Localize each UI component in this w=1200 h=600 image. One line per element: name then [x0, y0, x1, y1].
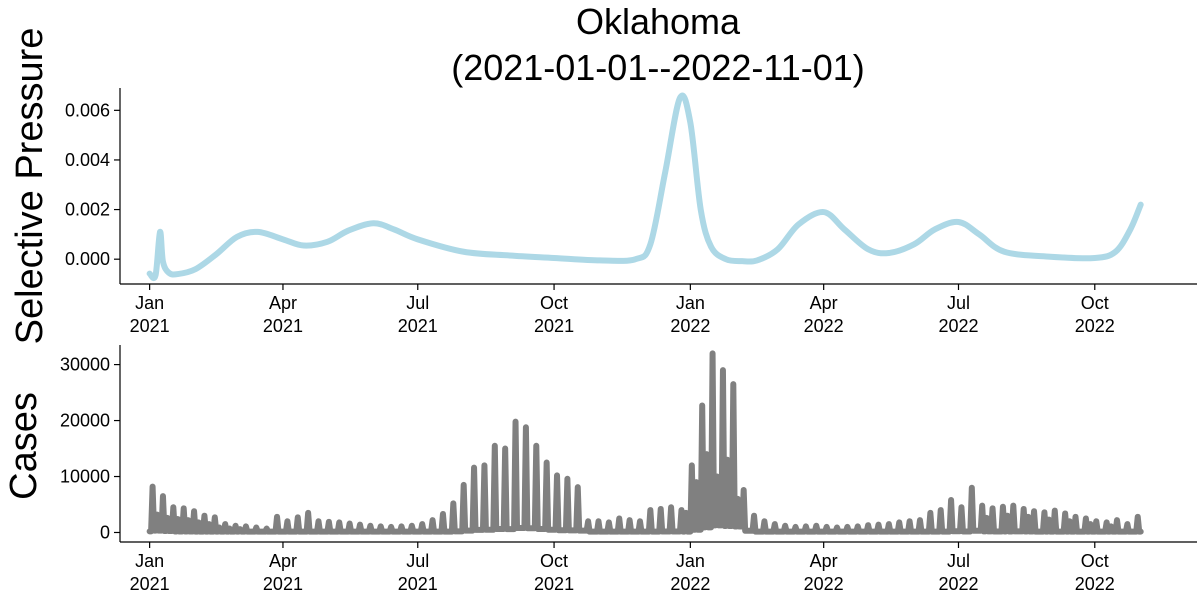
x-tick-year: 2022	[804, 574, 844, 594]
top-y-ticks: 0.000 0.002 0.004 0.006	[65, 100, 120, 269]
cases-line	[146, 350, 1144, 535]
title-line-1: Oklahoma	[576, 1, 741, 42]
cases-series	[146, 350, 1144, 535]
x-tick-month: Jul	[406, 293, 429, 313]
x-tick-month: Jan	[676, 551, 705, 571]
y-tick-label: 20000	[60, 411, 110, 431]
chart-title: Oklahoma (2021-01-01--2022-11-01)	[451, 1, 865, 88]
x-tick-year: 2022	[938, 316, 978, 336]
x-tick-year: 2021	[263, 574, 303, 594]
x-tick-year: 2021	[534, 316, 574, 336]
x-tick-year: 2021	[534, 574, 574, 594]
x-tick-year: 2022	[938, 574, 978, 594]
bottom-x-ticks: Jan 2021 Apr 2021 Jul 2021 Oct 2021 Jan 2022 Apr 20…	[130, 542, 1115, 594]
x-tick-year: 2021	[130, 316, 170, 336]
x-tick-year: 2022	[670, 316, 710, 336]
x-tick-month: Jan	[135, 293, 164, 313]
x-tick-month: Oct	[1081, 551, 1109, 571]
selective-pressure-series	[146, 92, 1144, 282]
bottom-y-ticks: 0 10000 20000 30000	[60, 355, 120, 542]
x-tick-year: 2022	[804, 316, 844, 336]
y-tick-label: 0.000	[65, 249, 110, 269]
y-tick-label: 0.002	[65, 200, 110, 220]
x-tick-month: Oct	[1081, 293, 1109, 313]
x-tick-month: Oct	[540, 551, 568, 571]
x-tick-year: 2022	[1075, 316, 1115, 336]
x-tick-month: Jul	[947, 551, 970, 571]
top-y-axis-label: Selective Pressure	[9, 28, 51, 345]
x-tick-month: Apr	[810, 551, 838, 571]
bottom-y-axis-label: Cases	[3, 392, 45, 500]
x-tick-year: 2021	[398, 574, 438, 594]
y-tick-label: 0.004	[65, 150, 110, 170]
y-tick-label: 30000	[60, 355, 110, 375]
x-tick-year: 2022	[1075, 574, 1115, 594]
y-tick-label: 0	[100, 522, 110, 542]
x-tick-month: Oct	[540, 293, 568, 313]
x-tick-month: Jul	[947, 293, 970, 313]
x-tick-month: Jan	[135, 551, 164, 571]
x-tick-year: 2021	[263, 316, 303, 336]
selective-pressure-line	[146, 92, 1144, 282]
x-tick-year: 2022	[670, 574, 710, 594]
selective-pressure-panel: Selective Pressure 0.0000.0020.0040.006 …	[9, 28, 1197, 345]
title-line-2: (2021-01-01--2022-11-01)	[451, 47, 865, 88]
y-tick-label: 10000	[60, 467, 110, 487]
x-tick-month: Jul	[406, 551, 429, 571]
x-tick-month: Apr	[269, 551, 297, 571]
x-tick-year: 2021	[130, 574, 170, 594]
x-tick-year: 2021	[398, 316, 438, 336]
x-tick-month: Apr	[269, 293, 297, 313]
y-tick-label: 0.006	[65, 100, 110, 120]
top-x-ticks: Jan 2021 Apr 2021 Jul 2021 Oct 2021 Jan 2022 Apr 20…	[130, 284, 1115, 336]
x-tick-month: Jan	[676, 293, 705, 313]
x-tick-month: Apr	[810, 293, 838, 313]
cases-panel: Cases 0 10000 20000 30000 Jan 2021 Apr 2021 Jul…	[3, 345, 1197, 594]
